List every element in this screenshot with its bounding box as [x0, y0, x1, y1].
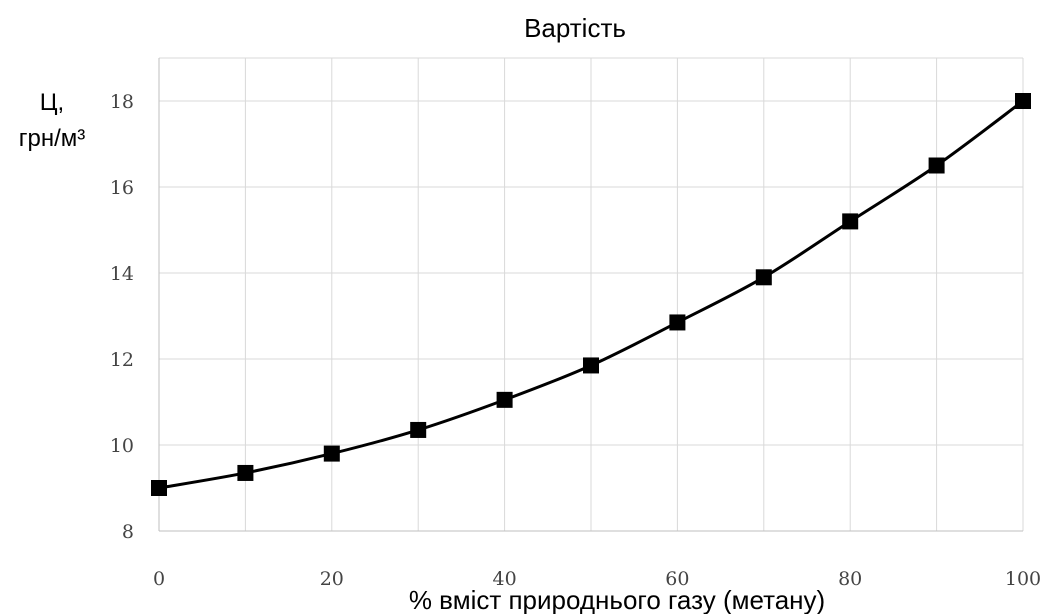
x-tick-label: 60	[665, 568, 689, 590]
y-tick-label: 12	[110, 349, 134, 371]
y-tick-label: 14	[110, 263, 134, 285]
x-tick-label: 40	[493, 568, 517, 590]
data-point-marker	[842, 213, 859, 230]
chart-title: Вартість	[524, 13, 626, 43]
axis-layer	[158, 58, 1023, 532]
x-tick-label: 100	[1005, 568, 1041, 590]
tick-layer: 0 20 40 60 80 100 8 10 12 14 16 18	[110, 91, 1041, 590]
y-tick-label: 10	[110, 435, 134, 457]
x-tick-label: 0	[153, 568, 165, 590]
y-axis-unit-label: грн/м³	[19, 125, 86, 152]
data-point-marker	[583, 357, 599, 374]
data-point-marker	[323, 445, 340, 462]
x-axis-label: % вміст природнього газу (метану)	[409, 585, 825, 614]
data-point-marker	[755, 269, 772, 286]
data-point-marker	[928, 157, 945, 174]
data-point-marker	[410, 421, 427, 438]
x-tick-label: 80	[838, 568, 862, 590]
y-axis-label: Ц,	[40, 89, 64, 116]
x-tick-label: 20	[320, 568, 344, 590]
data-point-marker	[496, 391, 513, 408]
data-point-marker	[151, 480, 167, 496]
data-point-marker	[237, 464, 254, 481]
grid-layer	[159, 57, 1024, 531]
y-tick-label: 18	[110, 91, 134, 113]
y-tick-label: 8	[122, 521, 134, 543]
data-point-marker	[669, 314, 686, 331]
series-layer	[151, 93, 1031, 496]
data-point-marker	[1015, 93, 1031, 109]
y-tick-label: 16	[110, 177, 134, 199]
